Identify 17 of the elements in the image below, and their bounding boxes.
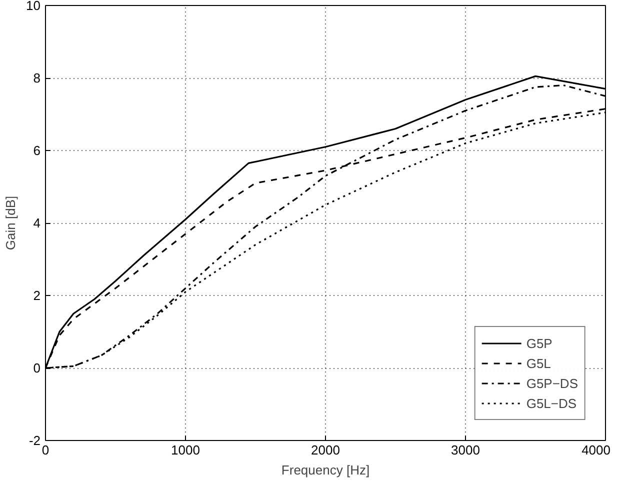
x-tick-label: 3000 — [451, 442, 480, 458]
y-tick-label: 0 — [33, 360, 41, 376]
y-tick-label: 10 — [26, 0, 41, 13]
x-tick-label: 2000 — [311, 442, 340, 458]
y-tick-label: 6 — [33, 143, 41, 158]
y-tick-label: -2 — [28, 433, 41, 448]
y-tick-label: 8 — [33, 70, 41, 86]
x-axis-title: Frequency [Hz] — [281, 462, 370, 478]
y-tick-label: 4 — [33, 216, 41, 230]
y-tick-label: 2 — [33, 288, 41, 303]
x-tick-label: 4000 — [582, 442, 610, 458]
legend-label: G5P — [526, 336, 552, 350]
legend-label: G5P−DS — [526, 376, 578, 390]
y-axis-title: Gain [dB] — [3, 196, 18, 250]
legend-label: G5L−DS — [526, 396, 577, 410]
legend-label: G5L — [526, 356, 551, 370]
x-tick-label: 1000 — [171, 442, 200, 458]
